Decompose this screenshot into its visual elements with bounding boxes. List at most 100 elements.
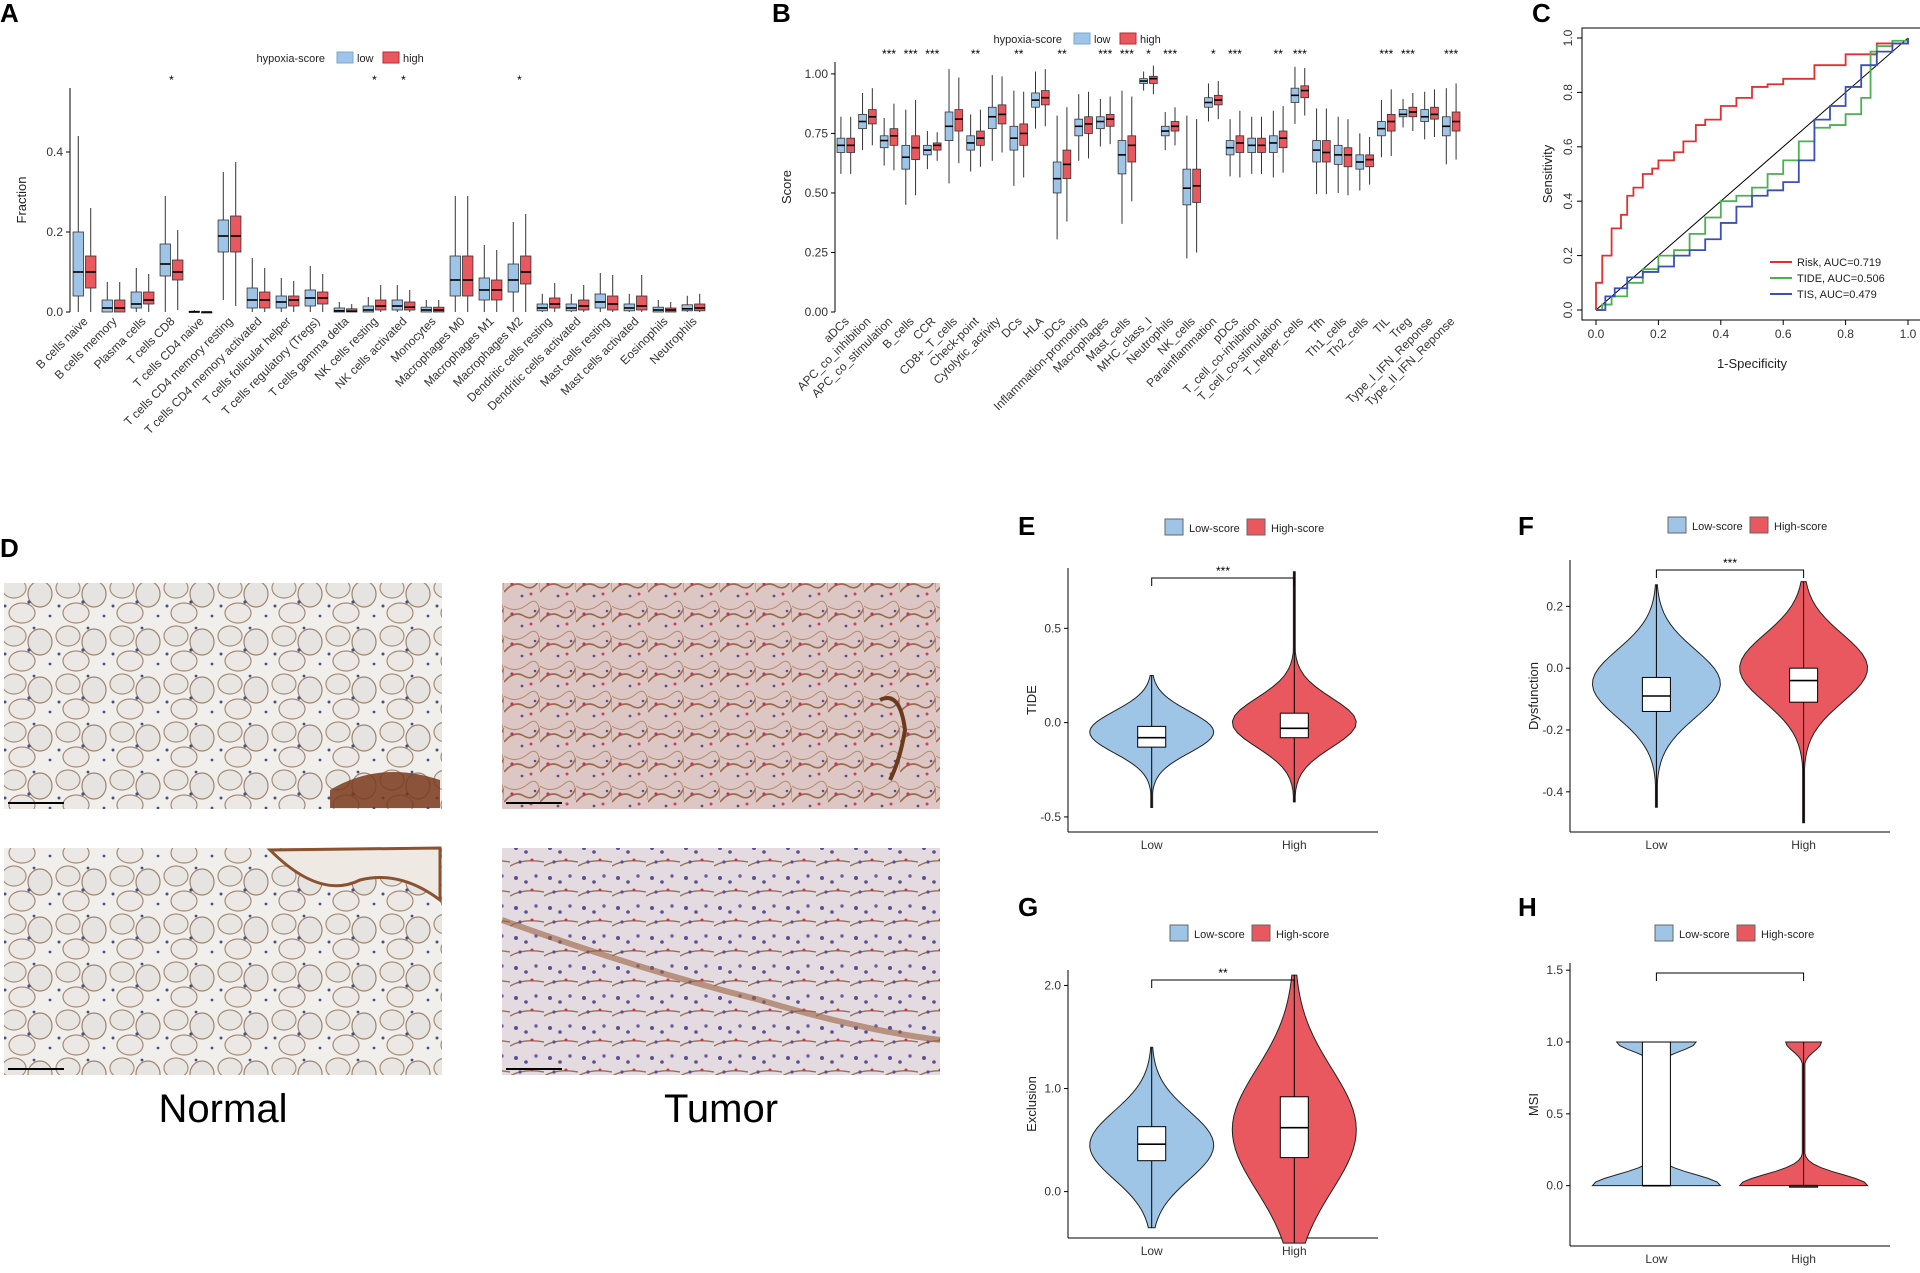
- histology-normal-top-image: [4, 583, 442, 809]
- panel-h-legend-low-label: Low-score: [1679, 929, 1730, 941]
- panel-a-box-low: [391, 299, 403, 311]
- panel-b-box-high: [1430, 106, 1439, 120]
- panel-b-legend-low-label: low: [1094, 34, 1111, 46]
- panel-letter-f: F: [1518, 511, 1534, 541]
- panel-e-y-tick-label: 0.0: [1044, 716, 1061, 730]
- panel-b-box-high: [1343, 147, 1353, 168]
- panel-b-significance: ***: [1228, 47, 1242, 61]
- panel-b-box-low: [1117, 140, 1127, 175]
- panel-g-y-axis-title: Exclusion: [1024, 1076, 1039, 1132]
- panel-e-significance: ***: [1216, 564, 1230, 578]
- roc-y-tick-label: 0.2: [1561, 247, 1575, 264]
- roc-x-tick-label: 0.2: [1650, 327, 1667, 341]
- panel-h-significance-bracket: [1655, 972, 1805, 981]
- panel-b-legend-low-swatch: [1073, 32, 1091, 45]
- roc-y-axis-title: Sensitivity: [1540, 144, 1555, 203]
- panel-b-box-high: [1127, 135, 1137, 163]
- panel-e-y-axis-title: TIDE: [1024, 685, 1039, 715]
- panel-a-y-axis-title: Fraction: [14, 177, 29, 224]
- panel-a-box-low: [594, 293, 606, 309]
- panel-e-legend-high-label: High-score: [1271, 523, 1324, 535]
- panel-b-immune-score-boxplot: 0.00 0.25 0.50 0.75 1.00 Score hypoxia-score lo…: [779, 32, 1461, 413]
- panel-a-box-high: [404, 301, 416, 311]
- panel-f-x-tick-label: High: [1791, 838, 1816, 852]
- panel-f-y-tick-label: 0.0: [1546, 661, 1563, 675]
- panel-e-legend-low-label: Low-score: [1189, 523, 1240, 535]
- panel-b-significance: ***: [1293, 47, 1307, 61]
- panel-letter-h: H: [1518, 892, 1537, 922]
- panel-b-box-low: [1269, 135, 1278, 153]
- panel-e-significance-bracket: [1151, 577, 1295, 586]
- panel-a-box-high: [114, 299, 126, 313]
- panel-a-significance: *: [169, 73, 174, 87]
- panel-f-legend-high-label: High-score: [1774, 521, 1827, 533]
- roc-x-tick-label: 1.0: [1900, 327, 1917, 341]
- panel-a-box-high: [375, 299, 387, 311]
- panel-a-box-low: [362, 305, 374, 313]
- roc-curve-0: [1595, 38, 1909, 310]
- panel-a-box-low: [449, 255, 461, 297]
- panel-a-significance: *: [517, 73, 522, 87]
- panel-b-y-tick-label: 1.00: [805, 67, 829, 81]
- panel-b-box-high: [1149, 75, 1158, 84]
- panel-g-legend-low-swatch: [1169, 924, 1189, 942]
- violin-panels: -0.5 0.0 0.5 TIDE Low-score High-score Low High…: [1024, 516, 1890, 1266]
- panel-a-legend-high-swatch: [382, 51, 400, 64]
- roc-curve-2: [1596, 38, 1909, 311]
- panel-b-box-high: [954, 109, 964, 132]
- panel-b-significance: *: [1146, 47, 1151, 61]
- roc-legend-label-1: TIDE, AUC=0.506: [1797, 273, 1885, 285]
- panel-h-legend-high-label: High-score: [1761, 929, 1814, 941]
- panel-d-histology: Normal Tumor: [4, 583, 941, 1131]
- panel-b-significance: *: [1211, 47, 1216, 61]
- panel-b-y-axis-title: Score: [779, 170, 794, 204]
- roc-x-tick-label: 0.0: [1588, 327, 1605, 341]
- panel-a-y-tick-label: 0.0: [46, 305, 63, 319]
- panel-a-box-high: [172, 259, 184, 281]
- panel-g-y-tick-label: 1.0: [1044, 1082, 1061, 1096]
- panel-b-box-low: [1312, 140, 1321, 163]
- panel-h-legend-low-swatch: [1654, 924, 1674, 942]
- panel-a-box-low: [478, 277, 490, 301]
- panel-a-box-high: [143, 291, 155, 305]
- panel-a-box-low: [681, 304, 693, 312]
- panel-g-significance-bracket: [1151, 979, 1295, 988]
- panel-b-box-low: [1420, 109, 1429, 122]
- panel-g-y-tick-label: 0.0: [1044, 1185, 1061, 1199]
- panel-a-significance: *: [372, 73, 377, 87]
- panel-b-y-tick-label: 0.50: [805, 186, 829, 200]
- panel-a-box-low: [101, 299, 113, 313]
- panel-b-legend-high-label: high: [1140, 34, 1161, 46]
- panel-b-box-low: [879, 135, 889, 149]
- panel-f-x-tick-label: Low: [1645, 838, 1667, 852]
- panel-g-significance: **: [1218, 966, 1228, 980]
- roc-legend-label-0: Risk, AUC=0.719: [1797, 257, 1881, 269]
- panel-h-x-tick-label: Low: [1645, 1252, 1667, 1266]
- panel-b-box-high: [1322, 140, 1331, 163]
- panel-a-box-low: [130, 291, 142, 309]
- roc-x-axis-title: 1-Specificity: [1717, 356, 1788, 371]
- panel-a-box-low: [159, 243, 171, 277]
- panel-b-box-high: [1105, 113, 1115, 127]
- panel-letter-c: C: [1532, 0, 1551, 28]
- panel-a-box-high: [462, 255, 474, 297]
- panel-e-x-tick-label: Low: [1141, 838, 1163, 852]
- histology-label-tumor: Tumor: [664, 1087, 778, 1131]
- panel-letter-a: A: [0, 0, 19, 28]
- panel-g-legend-high-label: High-score: [1276, 929, 1329, 941]
- panel-e-box-low: [1137, 725, 1167, 748]
- roc-curve-1: [1596, 38, 1909, 311]
- roc-y-tick-label: 0.6: [1561, 138, 1575, 155]
- panel-b-y-tick-label: 0.00: [805, 305, 829, 319]
- panel-b-box-high: [1300, 85, 1310, 99]
- panel-f-box-high: [1789, 667, 1819, 703]
- panel-h-y-tick-label: 0.5: [1546, 1107, 1563, 1121]
- panel-b-significance: ***: [1379, 47, 1393, 61]
- panel-h-legend-high-swatch: [1736, 924, 1756, 942]
- panel-b-significance: ***: [1401, 47, 1415, 61]
- histology-label-normal: Normal: [159, 1087, 288, 1131]
- panel-f-y-tick-label: -0.2: [1542, 723, 1563, 737]
- panel-a-significance: *: [401, 73, 406, 87]
- panel-e-legend-low-swatch: [1164, 518, 1184, 536]
- panel-e-y-tick-label: 0.5: [1044, 621, 1061, 635]
